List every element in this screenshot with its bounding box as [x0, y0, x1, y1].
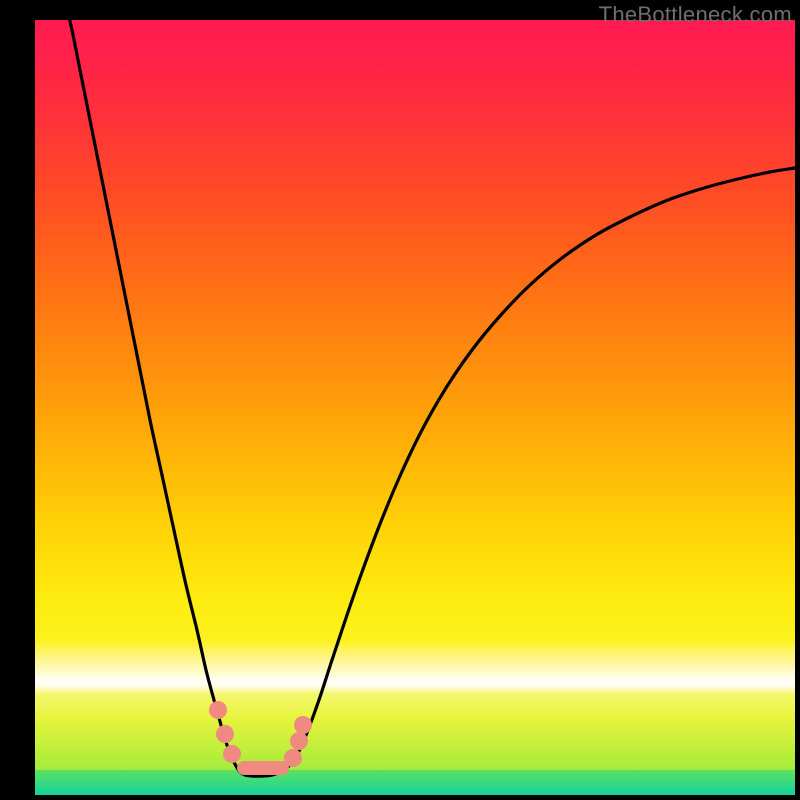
- marker-dot: [209, 701, 227, 719]
- marker-dot: [284, 749, 302, 767]
- marker-dot: [290, 732, 308, 750]
- bottom-band: [35, 770, 795, 795]
- marker-dot: [223, 745, 241, 763]
- marker-bar: [237, 761, 289, 775]
- chart-container: TheBottleneck.com: [0, 0, 800, 800]
- watermark-text: TheBottleneck.com: [599, 2, 792, 28]
- gradient-chart: [0, 0, 800, 800]
- marker-dot: [216, 725, 234, 743]
- marker-dot: [294, 716, 312, 734]
